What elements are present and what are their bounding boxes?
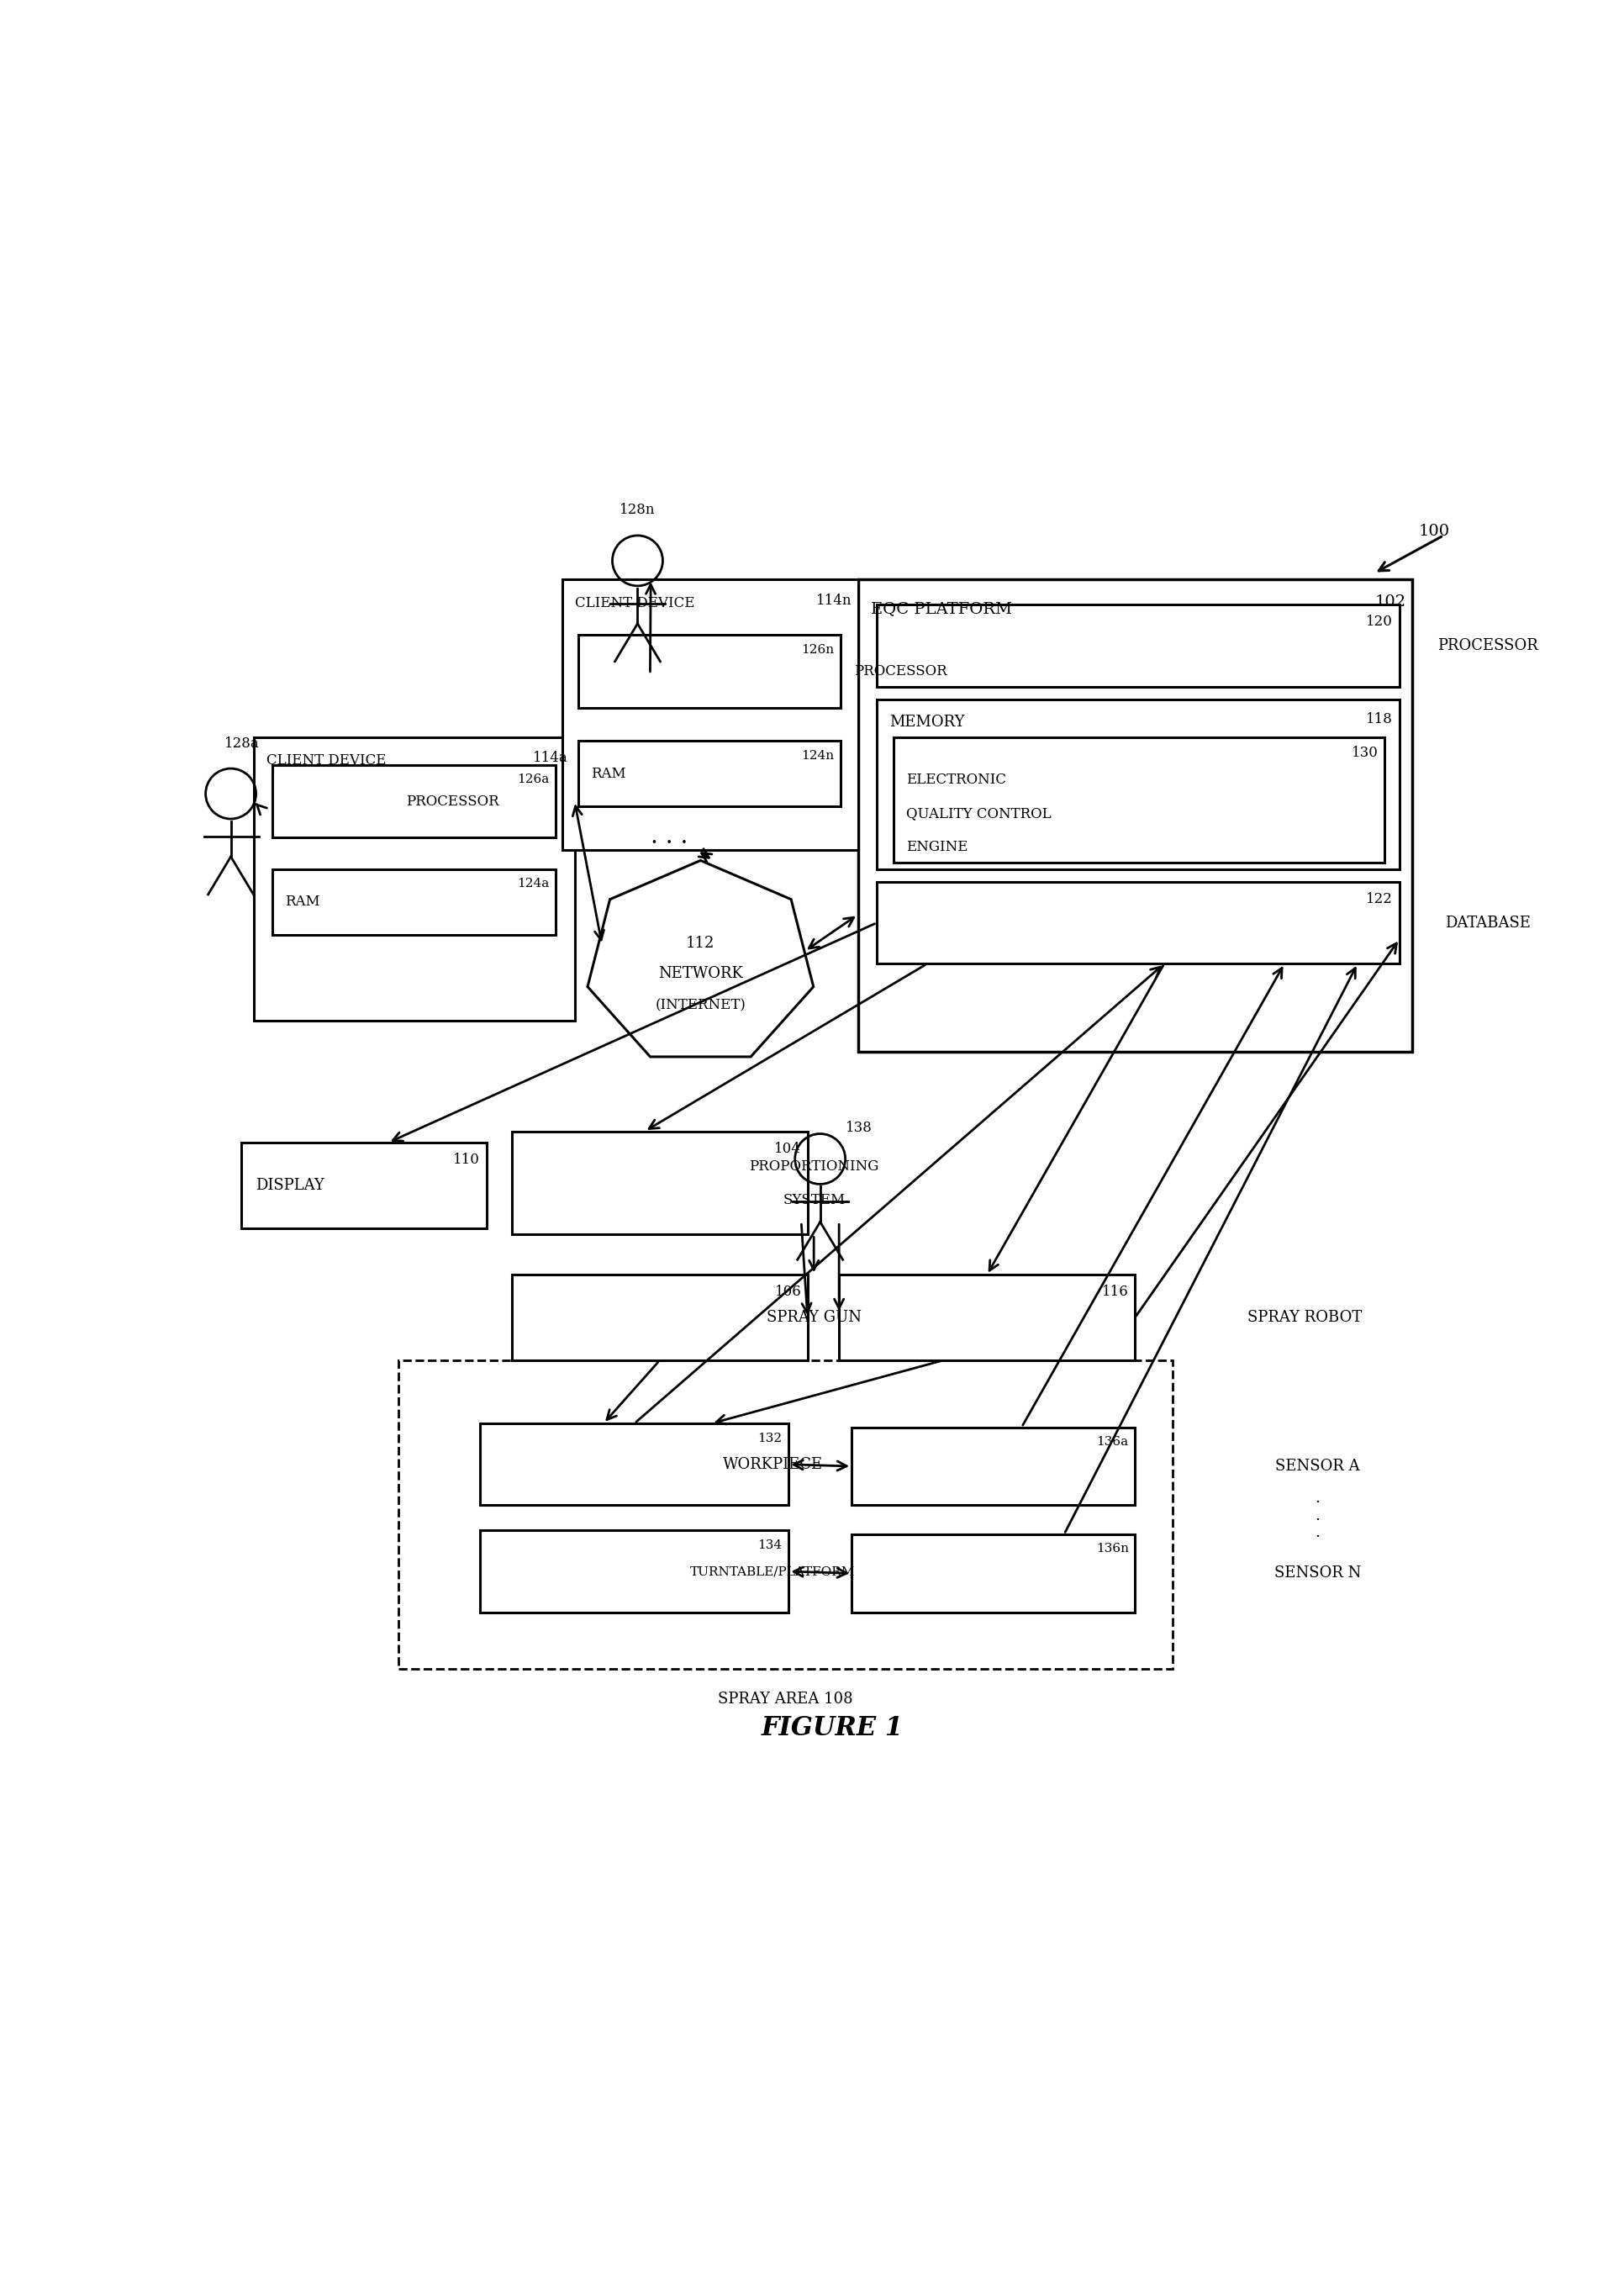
FancyBboxPatch shape	[851, 1428, 1135, 1505]
FancyBboxPatch shape	[857, 579, 1411, 1051]
Text: 136n: 136n	[1095, 1544, 1129, 1555]
Text: 122: 122	[1366, 892, 1392, 906]
Text: 118: 118	[1366, 713, 1392, 726]
Text: QUALITY CONTROL: QUALITY CONTROL	[905, 806, 1051, 819]
Text: 124n: 124n	[801, 749, 833, 760]
FancyBboxPatch shape	[240, 1142, 486, 1228]
FancyBboxPatch shape	[562, 579, 857, 851]
FancyBboxPatch shape	[838, 1276, 1135, 1360]
Text: SENSOR A: SENSOR A	[1275, 1460, 1359, 1473]
Text: CLIENT DEVICE: CLIENT DEVICE	[266, 754, 385, 767]
FancyBboxPatch shape	[398, 1360, 1173, 1668]
Text: 106: 106	[775, 1285, 801, 1298]
FancyBboxPatch shape	[578, 740, 840, 806]
Text: TURNTABLE/PLATFORM: TURNTABLE/PLATFORM	[690, 1566, 854, 1578]
Text: · · ·: · · ·	[650, 833, 687, 856]
Text: PROPORTIONING: PROPORTIONING	[749, 1160, 879, 1174]
Text: 136a: 136a	[1096, 1437, 1129, 1448]
Text: RAM: RAM	[591, 767, 625, 781]
Text: (INTERNET): (INTERNET)	[654, 999, 745, 1012]
FancyBboxPatch shape	[512, 1276, 807, 1360]
Text: FIGURE 1: FIGURE 1	[762, 1716, 903, 1741]
Text: 114n: 114n	[815, 592, 851, 608]
Text: 100: 100	[1418, 524, 1449, 540]
Text: SYSTEM: SYSTEM	[783, 1194, 844, 1208]
Text: DISPLAY: DISPLAY	[257, 1178, 325, 1194]
FancyBboxPatch shape	[877, 604, 1398, 686]
Polygon shape	[588, 860, 814, 1058]
Text: 130: 130	[1351, 747, 1377, 760]
Text: 110: 110	[453, 1153, 481, 1167]
Text: ELECTRONIC: ELECTRONIC	[905, 772, 1005, 788]
FancyBboxPatch shape	[481, 1423, 788, 1505]
Text: 112: 112	[685, 935, 715, 951]
Text: 128n: 128n	[619, 504, 654, 518]
Text: 124a: 124a	[516, 878, 549, 890]
Text: RAM: RAM	[284, 894, 320, 910]
Text: PROCESSOR: PROCESSOR	[406, 794, 499, 808]
Text: 114a: 114a	[533, 751, 568, 765]
Text: 102: 102	[1374, 595, 1405, 611]
Text: ENGINE: ENGINE	[905, 840, 966, 854]
Text: 120: 120	[1366, 615, 1392, 629]
FancyBboxPatch shape	[877, 881, 1398, 965]
Text: 138: 138	[844, 1121, 872, 1135]
Text: NETWORK: NETWORK	[658, 967, 742, 981]
Text: ·
·
·: · · ·	[1314, 1494, 1319, 1546]
FancyBboxPatch shape	[877, 699, 1398, 869]
FancyBboxPatch shape	[512, 1130, 807, 1235]
Text: PROCESSOR: PROCESSOR	[1437, 638, 1536, 654]
FancyBboxPatch shape	[578, 636, 840, 708]
Text: 116: 116	[1101, 1285, 1129, 1298]
Text: EQC PLATFORM: EQC PLATFORM	[870, 602, 1012, 615]
Text: 128a: 128a	[224, 735, 260, 751]
Text: SENSOR N: SENSOR N	[1273, 1566, 1361, 1580]
FancyBboxPatch shape	[273, 765, 555, 838]
FancyBboxPatch shape	[893, 738, 1384, 863]
Text: 132: 132	[757, 1432, 783, 1444]
FancyBboxPatch shape	[481, 1530, 788, 1612]
Text: DATABASE: DATABASE	[1444, 915, 1530, 931]
Text: 104: 104	[775, 1142, 801, 1155]
Text: WORKPIECE: WORKPIECE	[723, 1457, 823, 1471]
Text: MEMORY: MEMORY	[888, 715, 965, 729]
FancyBboxPatch shape	[851, 1535, 1135, 1612]
Text: PROCESSOR: PROCESSOR	[854, 665, 947, 679]
Text: SPRAY GUN: SPRAY GUN	[767, 1310, 861, 1326]
Text: 126n: 126n	[801, 645, 833, 656]
Text: 126a: 126a	[516, 774, 549, 785]
Text: CLIENT DEVICE: CLIENT DEVICE	[575, 597, 693, 611]
Text: SPRAY ROBOT: SPRAY ROBOT	[1247, 1310, 1361, 1326]
Text: SPRAY AREA 108: SPRAY AREA 108	[718, 1691, 853, 1707]
FancyBboxPatch shape	[273, 869, 555, 935]
FancyBboxPatch shape	[253, 738, 575, 1022]
Text: 134: 134	[757, 1539, 783, 1550]
